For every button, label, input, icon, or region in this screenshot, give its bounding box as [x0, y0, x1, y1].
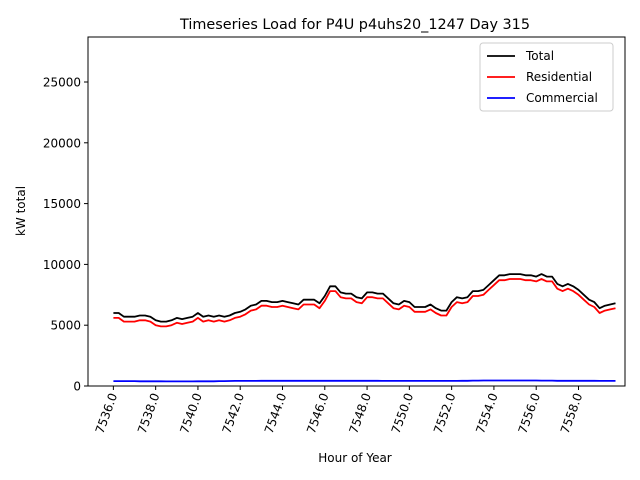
y-tick-label: 10000	[43, 258, 81, 272]
y-axis-ticks: 0 5000 10000 15000 20000 25000	[43, 75, 88, 394]
y-axis-label: kW total	[14, 186, 28, 236]
series-line-commercial	[113, 379, 616, 383]
legend-label-commercial: Commercial	[526, 91, 598, 105]
y-tick-label: 25000	[43, 75, 81, 89]
legend-label-residential: Residential	[526, 70, 592, 84]
y-tick-label: 20000	[43, 136, 81, 150]
y-tick-label: 0	[73, 380, 81, 394]
series-line-total	[113, 273, 616, 323]
y-tick-label: 5000	[50, 319, 81, 333]
y-tick-label: 15000	[43, 197, 81, 211]
x-axis-label: Hour of Year	[318, 451, 392, 465]
legend-box	[479, 42, 614, 112]
series-layer	[113, 273, 616, 383]
chart-title: Timeseries Load for P4U p4uhs20_1247 Day…	[179, 17, 530, 33]
plot-frame	[87, 36, 626, 387]
series-line-residential	[113, 278, 616, 328]
legend: Total Residential Commercial	[479, 42, 614, 112]
legend-label-total: Total	[525, 49, 554, 63]
